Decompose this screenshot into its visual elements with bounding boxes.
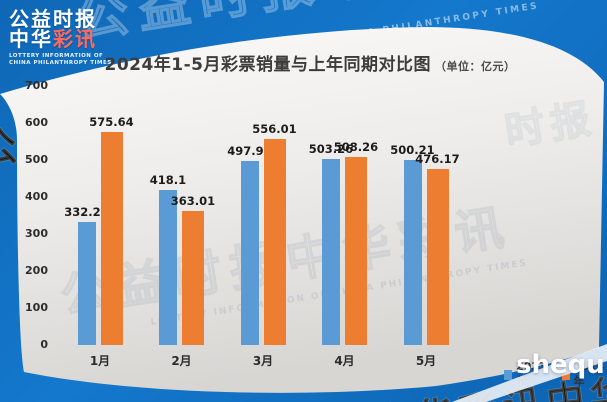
x-axis-category-label: 1月: [89, 354, 111, 368]
x-axis-category-label: 3月: [252, 354, 274, 368]
y-axis-tick-label: 500: [25, 153, 48, 166]
legend-swatch: [504, 369, 513, 380]
bar-value-label: 418.1: [149, 173, 187, 188]
x-axis-category-label: 4月: [334, 354, 355, 368]
bar-value-label: 476.17: [415, 151, 460, 166]
bar-2024年-1月: [100, 132, 123, 345]
y-axis-tick-label: 200: [25, 264, 48, 277]
logo-line2-red: 彩讯: [53, 27, 97, 52]
bar-value-label: 363.01: [170, 193, 216, 208]
bar-2024年-2月: [182, 210, 204, 345]
bar-value-label: 503.26: [308, 141, 354, 156]
card-shape: [0, 27, 604, 393]
bar-2023年-3月: [240, 160, 259, 345]
logo-subtitle: LOTTERY INFORMATION OF CHINA PHILANTHROP…: [9, 53, 112, 67]
bar-value-label: 500.21: [390, 142, 435, 157]
x-axis-category-label: 2月: [171, 354, 192, 368]
logo-line2-white: 中华: [9, 27, 53, 52]
bar-2023年-5月: [403, 159, 422, 345]
chart-title: 2024年1-5月彩票销量与上年同期对比图 （单位：亿元）: [40, 50, 580, 75]
logo-subtitle-line2: CHINA PHILANTHROPY TIMES: [9, 59, 112, 66]
y-axis-tick-label: 300: [25, 227, 48, 240]
chart-title-text: 2024年1-5月彩票销量与上年同期对比图: [104, 55, 432, 75]
y-axis-tick-label: 600: [25, 116, 48, 129]
y-axis-tick-label: 100: [25, 301, 48, 314]
y-axis-tick-label: 0: [40, 338, 48, 351]
y-axis-tick-label: 400: [25, 190, 48, 203]
bar-value-label: 556.01: [252, 122, 297, 137]
bar-2024年-3月: [263, 139, 286, 345]
x-axis-category-label: 5月: [415, 354, 437, 368]
chart-title-unit: （单位：亿元）: [435, 60, 516, 73]
bar-value-label: 497.92: [227, 143, 272, 158]
bar-value-label: 332.23: [64, 205, 109, 220]
logo-line2: 中华彩讯: [9, 29, 112, 49]
logo-line1: 公益时报: [9, 7, 97, 31]
bar-2023年-4月: [322, 158, 340, 345]
bar-value-label: 575.64: [89, 115, 134, 129]
y-axis-tick-label: 700: [25, 79, 48, 92]
publisher-logo: 公益时报 中华彩讯 LOTTERY INFORMATION OF CHINA P…: [9, 9, 112, 67]
site-watermark: shequ.me: [516, 350, 607, 380]
bar-2024年-4月: [345, 156, 367, 345]
bar-value-label: 508.26: [333, 139, 379, 154]
bar-2024年-5月: [426, 168, 449, 345]
bar-2023年-2月: [159, 190, 177, 345]
bar-2023年-1月: [77, 222, 96, 345]
logo-subtitle-line1: LOTTERY INFORMATION OF: [9, 52, 104, 59]
